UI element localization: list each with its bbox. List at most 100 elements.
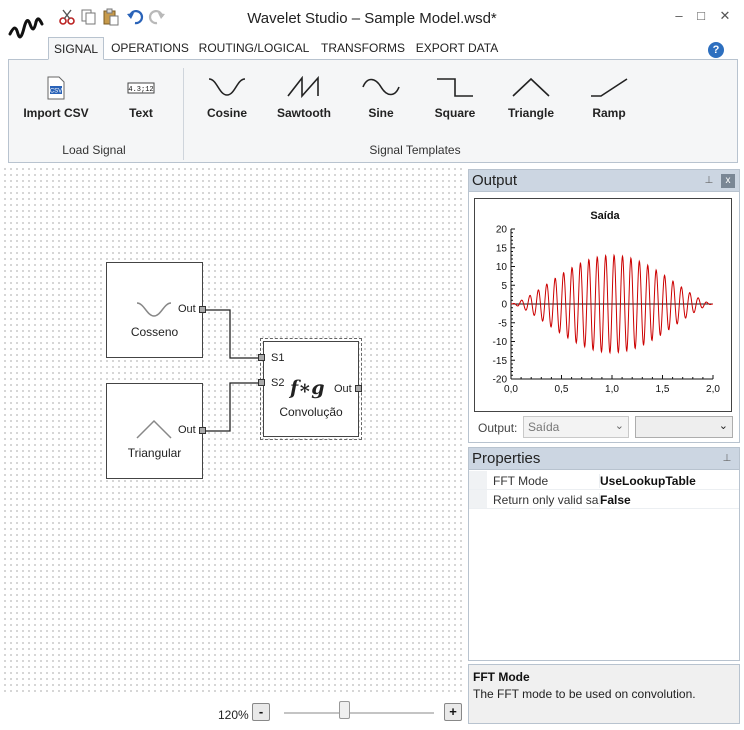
ribbon-separator	[183, 68, 184, 160]
tab-routing-logical[interactable]: ROUTING/LOGICAL	[198, 41, 310, 55]
cut-icon[interactable]	[58, 8, 76, 26]
triangular-title: Triangular	[127, 446, 182, 460]
properties-gutter	[469, 471, 487, 509]
block-triangle-icon	[136, 419, 172, 439]
cosine-wave-icon	[208, 78, 246, 96]
app-logo-icon	[8, 17, 44, 39]
convolucao-title: Convolução	[279, 405, 343, 419]
sawtooth-wave-icon	[287, 76, 319, 98]
cosseno-out-label: Out	[178, 303, 196, 315]
zoom-slider-thumb[interactable]	[339, 701, 350, 719]
properties-panel: Properties ⊥ FFT Mode UseLookupTable Ret…	[468, 447, 740, 661]
cosseno-title: Cosseno	[130, 325, 179, 339]
convolucao-s1-port[interactable]	[258, 354, 265, 361]
property-value[interactable]: UseLookupTable	[599, 474, 696, 488]
property-value[interactable]: False	[599, 493, 631, 507]
triangular-block[interactable]: Triangular Out	[106, 383, 203, 479]
y-tick-label: -5	[498, 318, 507, 329]
property-description-panel: FFT Mode The FFT mode to be used on conv…	[468, 664, 740, 724]
x-tick-label: 0,5	[555, 384, 569, 395]
tab-operations[interactable]: OPERATIONS	[111, 41, 189, 55]
square-wave-icon	[437, 78, 473, 97]
y-tick-label: -10	[493, 337, 508, 348]
properties-pin-icon[interactable]: ⊥	[722, 453, 732, 464]
cosseno-out-port[interactable]	[199, 306, 206, 313]
tab-transforms[interactable]: TRANSFORMS	[321, 41, 405, 55]
property-row-return-valid[interactable]: Return only valid samples False	[469, 490, 739, 509]
title-bar: Wavelet Studio – Sample Model.wsd* – □ ✕	[0, 0, 744, 39]
text-file-icon: 4.3;12	[127, 82, 155, 94]
sawtooth-template-button[interactable]: Sawtooth	[271, 60, 337, 130]
zoom-level-label: 120%	[218, 708, 249, 722]
tab-export-data[interactable]: EXPORT DATA	[415, 41, 499, 55]
sine-label: Sine	[368, 106, 394, 120]
sine-template-button[interactable]: Sine	[349, 60, 413, 130]
ramp-template-button[interactable]: Ramp	[577, 60, 641, 130]
triangle-wave-icon	[512, 77, 550, 97]
output-pin-icon[interactable]: ⊥	[704, 175, 714, 186]
triangular-out-port[interactable]	[199, 427, 206, 434]
ribbon: CSV Import CSV 4.3;12 Text Load Signal C…	[8, 59, 738, 163]
zoom-in-button[interactable]: +	[444, 703, 462, 721]
text-icon-glyph: 4.3;12	[128, 86, 153, 94]
output-select-label: Output:	[478, 421, 518, 435]
triangle-template-button[interactable]: Triangle	[499, 60, 563, 130]
undo-icon[interactable]	[126, 8, 144, 26]
text-button[interactable]: 4.3;12 Text	[113, 60, 169, 130]
output-panel-title: Output	[472, 172, 518, 189]
copy-icon[interactable]	[80, 8, 98, 26]
convolucao-out-label: Out	[334, 383, 352, 395]
x-tick-label: 1,0	[605, 384, 619, 395]
redo-icon[interactable]	[148, 8, 166, 26]
triangular-out-label: Out	[178, 424, 196, 436]
convolucao-s1-label: S1	[271, 352, 285, 364]
y-tick-label: 0	[501, 300, 507, 311]
help-icon[interactable]: ?	[708, 42, 724, 58]
block-cosine-icon	[136, 302, 172, 317]
csv-file-icon: CSV	[47, 76, 65, 100]
square-template-button[interactable]: Square	[423, 60, 487, 130]
convolucao-s2-label: S2	[271, 377, 285, 389]
output-chart-svg: Saída 20 15 10 5 0 -5 -10 -15 -200,0 0,5 1,0 1,5 2,0	[493, 210, 721, 396]
properties-panel-title: Properties	[472, 450, 541, 467]
convolucao-out-port[interactable]	[355, 385, 362, 392]
convolucao-block[interactable]: S1 S2 Out f∗g Convolução	[263, 341, 359, 437]
model-canvas[interactable]: Cosseno Out Triangular Out S1 S2 Out f∗g…	[2, 166, 466, 696]
cosine-template-button[interactable]: Cosine	[195, 60, 259, 130]
maximize-button[interactable]: □	[697, 8, 705, 23]
property-name: FFT Mode	[493, 474, 549, 488]
tab-signal[interactable]: SIGNAL	[48, 37, 104, 60]
chevron-down-icon: ⌄	[718, 420, 728, 432]
property-row-fft-mode[interactable]: FFT Mode UseLookupTable	[469, 471, 739, 490]
convolucao-s2-port[interactable]	[258, 379, 265, 386]
import-csv-button[interactable]: CSV Import CSV	[19, 60, 93, 130]
svg-text:CSV: CSV	[50, 89, 62, 95]
chart-series-line	[510, 253, 714, 355]
y-tick-label: -15	[493, 356, 508, 367]
y-tick-label: 15	[496, 243, 508, 254]
zoom-out-button[interactable]: -	[252, 703, 270, 721]
square-label: Square	[434, 106, 476, 120]
minimize-button[interactable]: –	[675, 8, 683, 23]
paste-icon[interactable]	[102, 8, 120, 26]
cosseno-block[interactable]: Cosseno Out	[106, 262, 203, 358]
cosine-label: Cosine	[206, 106, 247, 120]
description-text: The FFT mode to be used on convolution.	[473, 687, 696, 701]
output-secondary-select[interactable]: ⌄	[635, 416, 733, 438]
output-select[interactable]: Saída ⌄	[523, 416, 629, 438]
y-tick-label: -20	[493, 375, 508, 386]
y-tick-label: 20	[496, 225, 508, 236]
y-tick-label: 10	[496, 262, 508, 273]
zoom-slider-track[interactable]	[284, 712, 434, 714]
chart-title: Saída	[590, 210, 620, 222]
property-name: Return only valid samples	[493, 493, 599, 507]
output-chart: Saída 20 15 10 5 0 -5 -10 -15 -20 0,0 0,5 1,0 1,5 2,0	[474, 198, 732, 412]
chart-ticks: 20 15 10 5 0 -5 -10 -15 -200,0 0,5 1,0 1,5 2,0	[493, 225, 721, 396]
close-window-button[interactable]: ✕	[719, 8, 731, 23]
ramp-label: Ramp	[592, 106, 626, 120]
ramp-wave-icon	[591, 78, 628, 97]
text-label: Text	[129, 106, 153, 120]
connection-wires	[204, 309, 260, 432]
output-close-icon[interactable]: x	[721, 174, 735, 188]
chevron-down-icon: ⌄	[614, 420, 624, 432]
